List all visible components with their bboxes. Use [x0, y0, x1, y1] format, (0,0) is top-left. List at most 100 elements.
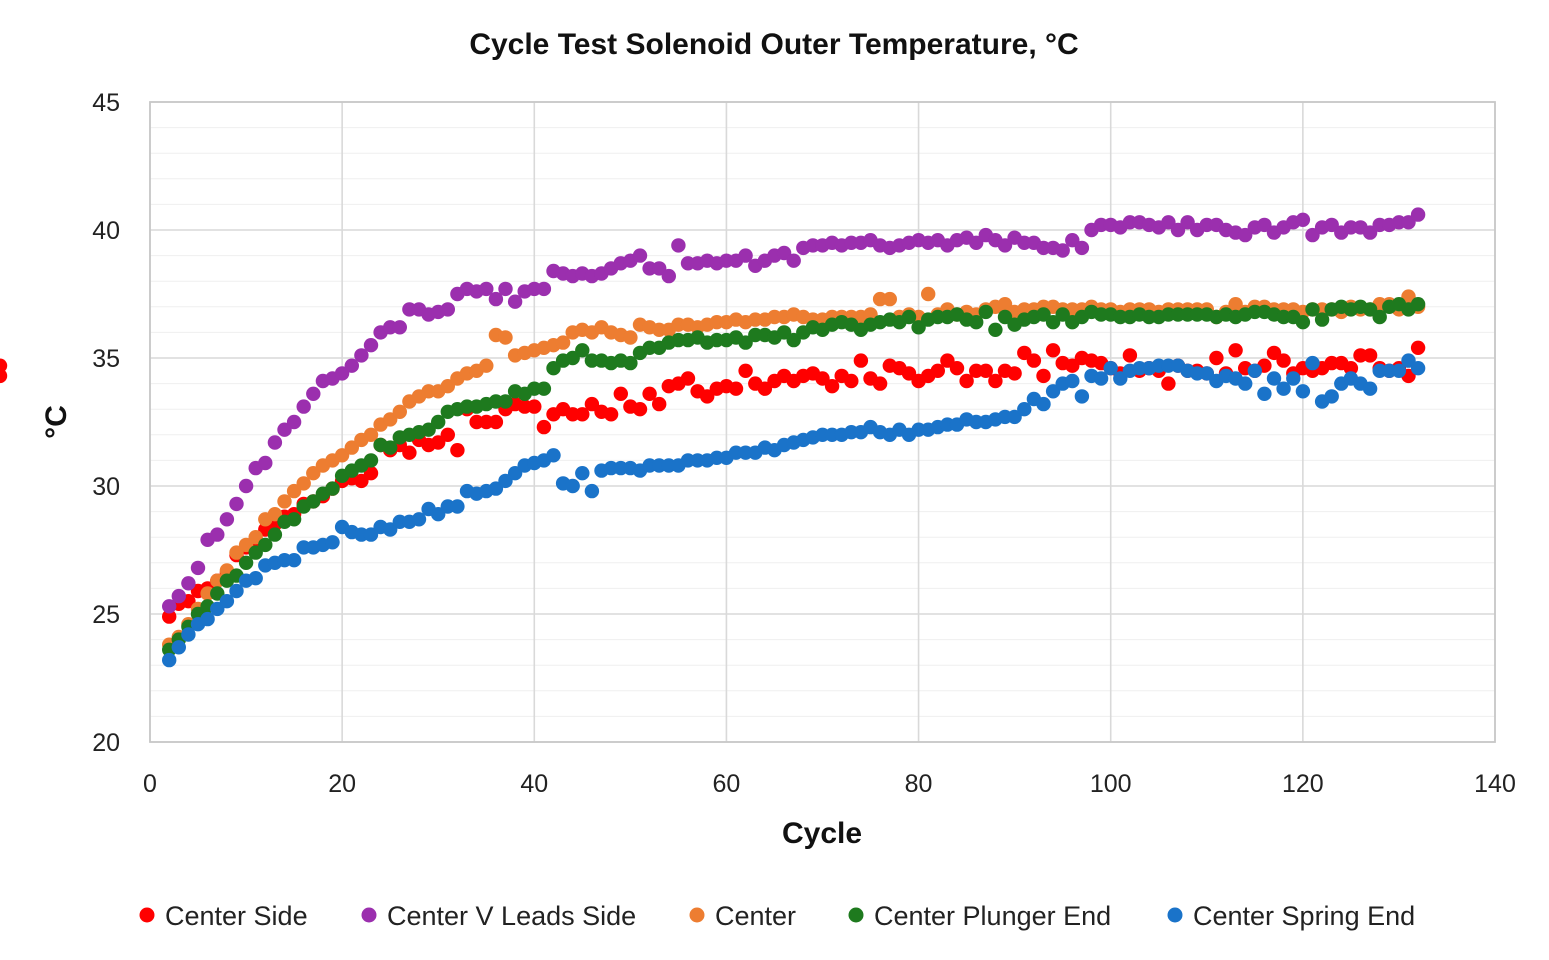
point-center-plunger-end — [997, 309, 1013, 325]
point-center-side — [652, 396, 667, 412]
point-center-v-leads-side — [488, 291, 504, 307]
point-center-plunger-end — [306, 494, 321, 509]
point-center-v-leads-side — [1065, 233, 1080, 248]
point-center-v-leads-side — [997, 238, 1013, 253]
point-center-side — [680, 371, 696, 386]
x-tick-label: 120 — [1282, 770, 1324, 798]
point-center-side — [1161, 376, 1176, 391]
point-center-v-leads-side — [229, 496, 244, 512]
point-center-plunger-end — [546, 361, 561, 376]
point-center-plunger-end — [383, 440, 398, 455]
point-center-side — [1209, 350, 1224, 366]
point-center-spring-end — [162, 652, 177, 668]
point-center-plunger-end — [988, 322, 1003, 337]
point-center-side — [940, 353, 955, 368]
point-center-side — [162, 609, 177, 624]
point-center-side — [1007, 366, 1022, 381]
x-tick-label: 0 — [143, 770, 157, 798]
point-center-side — [575, 407, 590, 422]
point-center — [267, 507, 283, 522]
point-center-v-leads-side — [267, 435, 283, 450]
point-center-plunger-end — [238, 555, 254, 570]
point-center-side — [1362, 348, 1378, 363]
point-center-spring-end — [229, 583, 244, 599]
point-center-plunger-end — [738, 335, 753, 350]
point-center-v-leads-side — [671, 238, 686, 253]
point-center-side — [1410, 340, 1426, 355]
point-center-plunger-end — [431, 414, 446, 430]
point-center — [882, 291, 897, 307]
point-center-side — [1122, 348, 1138, 363]
point-center-plunger-end — [1362, 302, 1378, 317]
legend-item-center-plunger-end: Center Plunger End — [848, 901, 1111, 931]
point-center-spring-end — [450, 499, 465, 514]
point-center-side — [1266, 345, 1282, 361]
point-center-v-leads-side — [296, 399, 311, 414]
point-center-v-leads-side — [190, 560, 206, 576]
point-center — [921, 286, 936, 302]
point-center-v-leads-side — [1074, 240, 1090, 256]
point-center-side — [402, 445, 417, 460]
point-center — [1228, 297, 1243, 312]
point-center-plunger-end — [363, 453, 379, 468]
point-center-side — [1065, 358, 1080, 373]
point-center-spring-end — [1017, 402, 1032, 417]
point-center-spring-end — [171, 640, 186, 655]
point-center-v-leads-side — [1170, 222, 1186, 238]
point-center-v-leads-side — [171, 588, 186, 604]
legend-marker-center-v-leads-side — [361, 907, 377, 923]
x-tick-label: 20 — [328, 770, 356, 798]
point-center-v-leads-side — [1305, 227, 1320, 243]
point-center-spring-end — [411, 512, 427, 527]
point-center-v-leads-side — [258, 455, 273, 471]
point-center — [334, 448, 350, 463]
point-center — [296, 476, 311, 491]
point-center-plunger-end — [286, 512, 302, 527]
point-center-plunger-end — [776, 325, 792, 340]
y-tick-label: 35 — [92, 345, 120, 373]
point-center-v-leads-side — [181, 576, 196, 591]
legend-label-center: Center — [715, 901, 796, 931]
x-axis-title: Cycle — [782, 817, 862, 850]
point-center-side — [1228, 343, 1243, 358]
point-center-spring-end — [498, 473, 513, 489]
legend-marker-center-spring-end — [1167, 907, 1183, 923]
point-center-spring-end — [488, 481, 504, 496]
point-center — [392, 404, 407, 419]
data-points — [0, 207, 1426, 668]
point-center-spring-end — [565, 478, 580, 494]
point-center-plunger-end — [901, 309, 917, 325]
point-center-side — [527, 399, 542, 414]
point-center-side — [824, 379, 840, 394]
y-axis-title: °C — [40, 405, 73, 439]
point-center-v-leads-side — [306, 386, 321, 401]
point-center-plunger-end — [1055, 307, 1070, 322]
point-center-side — [450, 443, 465, 458]
series-center-v-leads-side — [162, 207, 1426, 614]
point-center-side — [988, 373, 1003, 389]
point-center-plunger-end — [575, 343, 590, 358]
legend-marker-center — [689, 907, 705, 923]
point-center-v-leads-side — [354, 348, 369, 363]
series-center-spring-end — [162, 353, 1426, 668]
point-center-spring-end — [1410, 361, 1426, 376]
point-center-side — [431, 435, 446, 450]
point-center — [248, 530, 263, 545]
point-center-v-leads-side — [1324, 217, 1339, 233]
point-center — [555, 335, 571, 350]
point-center-v-leads-side — [738, 248, 753, 263]
point-center-side — [738, 363, 753, 378]
point-center-spring-end — [1065, 373, 1080, 389]
point-center — [286, 483, 302, 499]
point-center-spring-end — [1247, 363, 1263, 378]
legend-item-center: Center — [689, 901, 796, 931]
point-center-plunger-end — [911, 320, 926, 335]
point-center-v-leads-side — [1161, 215, 1176, 230]
point-center-spring-end — [363, 527, 379, 542]
chart-title: Cycle Test Solenoid Outer Temperature, °… — [469, 28, 1078, 61]
point-center-side — [853, 353, 869, 368]
point-center-side — [584, 396, 600, 412]
point-center-v-leads-side — [776, 245, 792, 261]
point-center-spring-end — [1238, 376, 1253, 391]
